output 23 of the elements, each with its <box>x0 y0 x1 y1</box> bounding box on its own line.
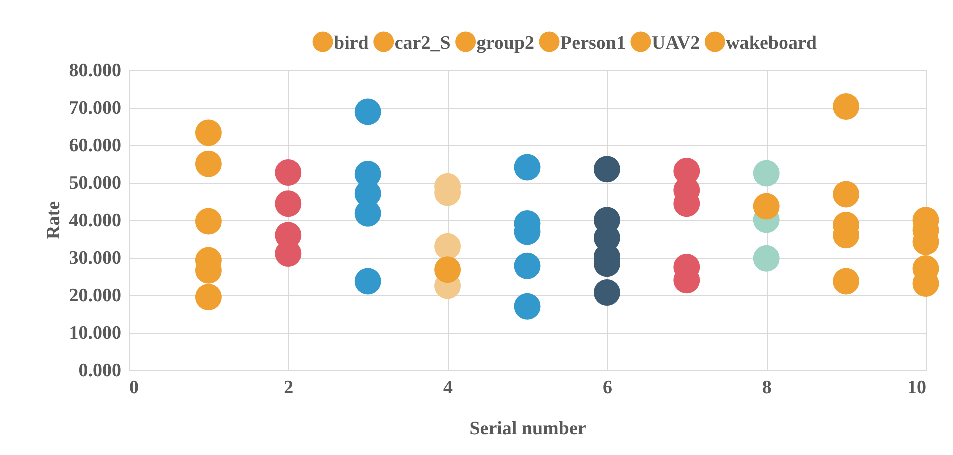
legend-label: group2 <box>476 33 535 54</box>
x-tick-label: 0 <box>130 378 139 398</box>
legend-label: Person1 <box>560 33 626 54</box>
legend-label: bird <box>334 33 370 54</box>
x-tick-label: 2 <box>284 378 294 398</box>
y-tick-label: 20.000 <box>69 286 122 306</box>
y-tick-label: 0.000 <box>78 360 122 382</box>
legend-label: wakeboard <box>726 33 818 54</box>
x-axis-title: Serial number <box>470 418 587 440</box>
legend-label: car2_S <box>394 33 451 54</box>
y-tick-label: 70.000 <box>69 98 122 119</box>
x-tick-label: 4 <box>444 378 454 398</box>
y-tick-label: 50.000 <box>69 173 122 194</box>
x-tick-label: 10 <box>908 378 926 398</box>
y-tick-label: 10.000 <box>69 323 122 344</box>
x-tick-label: 8 <box>762 378 772 398</box>
y-tick-label: 40.000 <box>69 210 122 232</box>
legend-label: UAV2 <box>652 33 700 54</box>
y-tick-label: 60.000 <box>69 136 122 156</box>
y-tick-label: 80.000 <box>69 60 122 82</box>
y-axis-title: Rate <box>43 202 64 240</box>
x-tick-label: 6 <box>602 378 612 398</box>
y-tick-label: 30.000 <box>69 248 122 269</box>
